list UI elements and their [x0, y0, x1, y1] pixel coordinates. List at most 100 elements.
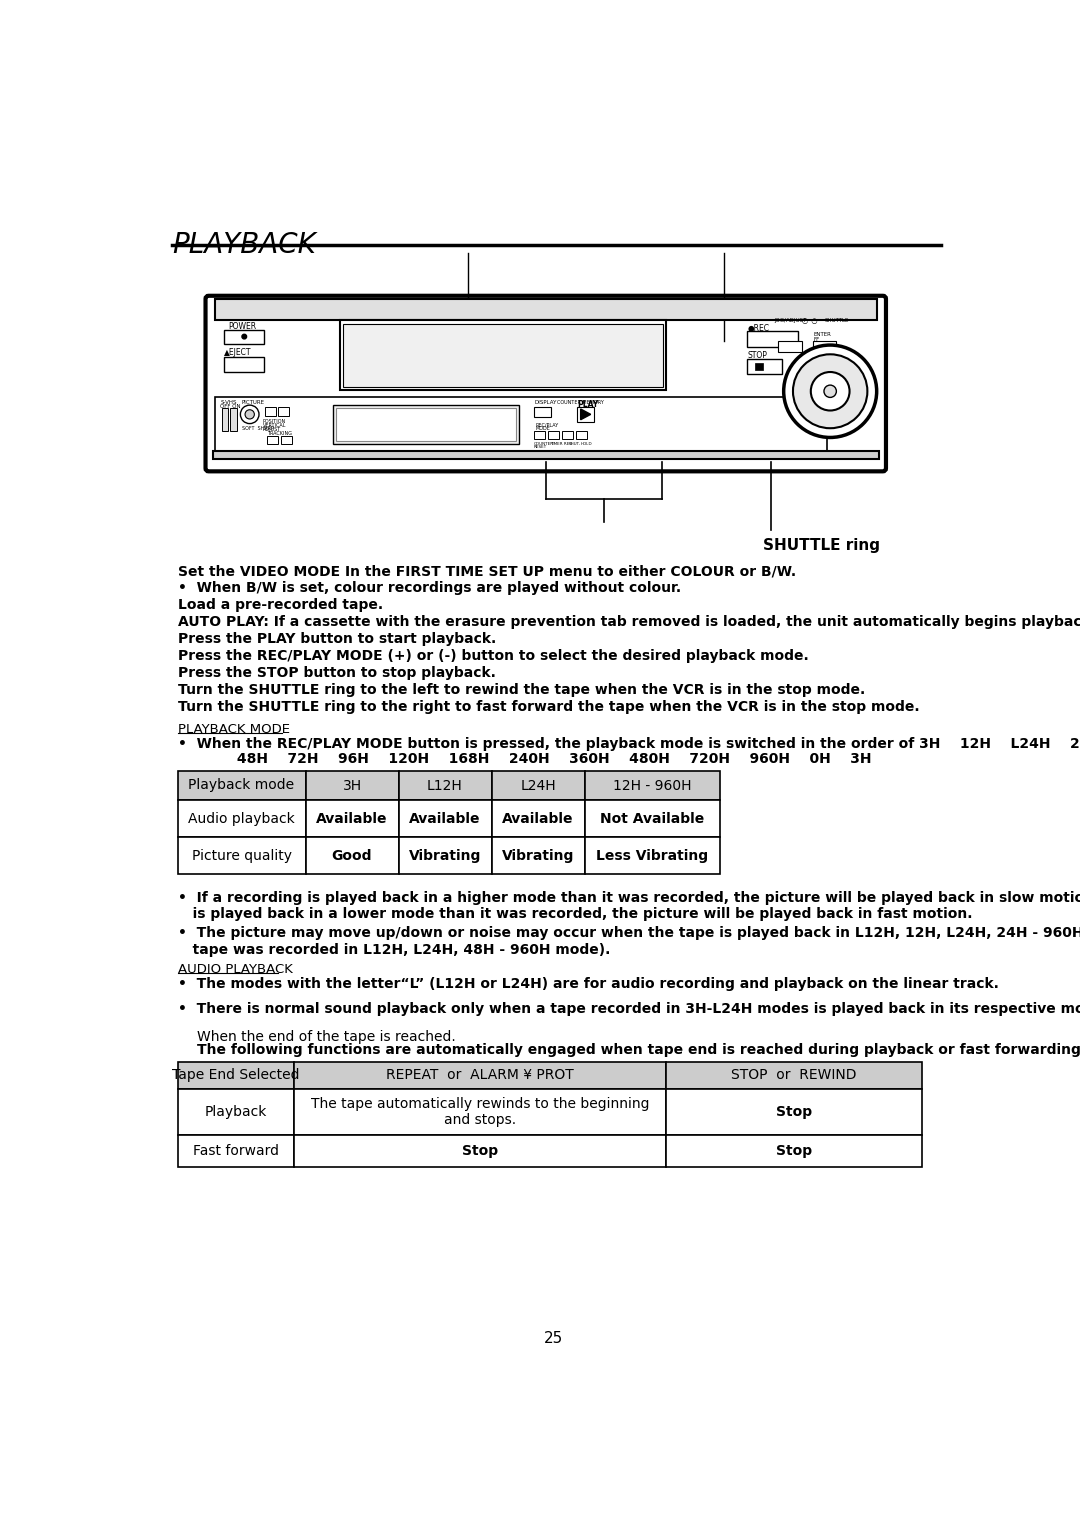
Text: S-VHS: S-VHS — [220, 400, 237, 405]
Text: Available: Available — [316, 811, 388, 825]
Bar — [281, 435, 292, 443]
Bar — [340, 321, 666, 390]
Text: Stop: Stop — [462, 1144, 498, 1158]
Text: POWER: POWER — [228, 322, 256, 332]
Circle shape — [784, 345, 877, 437]
Text: L24H: L24H — [521, 778, 556, 793]
Circle shape — [793, 354, 867, 428]
Bar — [333, 405, 518, 443]
FancyBboxPatch shape — [205, 296, 886, 471]
Text: DISPLAY: DISPLAY — [535, 400, 556, 405]
Bar — [399, 837, 491, 874]
Text: FF: FF — [813, 338, 820, 342]
Text: RESET: RESET — [535, 445, 548, 449]
Text: HOLD: HOLD — [581, 442, 592, 446]
Text: REC/PLAY: REC/PLAY — [536, 422, 559, 426]
Text: OFF ON: OFF ON — [220, 403, 241, 408]
Text: ▲EJECT: ▲EJECT — [225, 348, 252, 358]
Text: COUNTER MEMORY: COUNTER MEMORY — [557, 400, 604, 405]
Text: SOFT  SHARP: SOFT SHARP — [242, 426, 274, 431]
Bar — [177, 1062, 294, 1089]
Bar — [535, 431, 545, 439]
Text: 12H - 960H: 12H - 960H — [613, 778, 691, 793]
Text: ENTER: ENTER — [813, 332, 831, 338]
Bar — [177, 837, 306, 874]
Text: Good: Good — [332, 848, 373, 863]
Text: ADJUST: ADJUST — [262, 426, 281, 432]
Text: •  When the REC/PLAY MODE button is pressed, the playback mode is switched in th: • When the REC/PLAY MODE button is press… — [177, 736, 1080, 750]
Polygon shape — [581, 410, 591, 420]
Bar — [266, 406, 276, 416]
Text: AUDIO PLAYBACK: AUDIO PLAYBACK — [177, 963, 293, 976]
Text: L12H: L12H — [427, 778, 463, 793]
Bar — [491, 801, 584, 837]
Bar — [221, 408, 228, 431]
Text: Tape End Selected: Tape End Selected — [172, 1068, 299, 1082]
Bar — [491, 770, 584, 801]
Text: SHUT-: SHUT- — [569, 442, 581, 446]
Text: Stop: Stop — [775, 1105, 812, 1118]
Bar — [747, 359, 782, 374]
Text: STOP  or  REWIND: STOP or REWIND — [731, 1068, 856, 1082]
Text: -: - — [282, 408, 284, 417]
Text: Audio playback: Audio playback — [188, 811, 295, 825]
Text: •  If a recording is played back in a higher mode than it was recorded, the pict: • If a recording is played back in a hig… — [177, 891, 1080, 921]
Text: When the end of the tape is reached.: When the end of the tape is reached. — [197, 1030, 456, 1044]
Text: JOG/ADJUST: JOG/ADJUST — [774, 318, 807, 322]
Circle shape — [242, 335, 246, 339]
Bar — [399, 770, 491, 801]
Text: ●REC: ●REC — [747, 324, 769, 333]
Text: PLAY: PLAY — [577, 400, 598, 408]
Bar — [666, 1062, 921, 1089]
Bar — [548, 431, 559, 439]
Bar — [306, 837, 399, 874]
Text: •  The modes with the letter“L” (L12H or L24H) are for audio recording and playb: • The modes with the letter“L” (L12H or … — [177, 978, 999, 992]
Bar — [584, 801, 720, 837]
Bar — [177, 1089, 294, 1135]
Text: Less Vibrating: Less Vibrating — [596, 848, 708, 863]
Text: Playback: Playback — [204, 1105, 267, 1118]
Text: ○─○: ○─○ — [801, 318, 818, 324]
Text: PLAYBACK: PLAYBACK — [172, 231, 316, 260]
Text: •  The picture may move up/down or noise may occur when the tape is played back : • The picture may move up/down or noise … — [177, 926, 1080, 957]
Bar — [666, 1135, 921, 1167]
Text: •  When B/W is set, colour recordings are played without colour.: • When B/W is set, colour recordings are… — [177, 582, 680, 596]
Text: ►►: ►► — [814, 342, 825, 348]
Text: The following functions are automatically engaged when tape end is reached durin: The following functions are automaticall… — [197, 1044, 1080, 1057]
Bar — [399, 801, 491, 837]
Text: PICTURE: PICTURE — [242, 400, 265, 405]
Circle shape — [241, 405, 259, 423]
Text: SHUTTLE ring: SHUTTLE ring — [762, 538, 880, 553]
Bar — [225, 356, 265, 371]
Text: COUNTER: COUNTER — [535, 442, 554, 446]
Bar — [230, 408, 237, 431]
Bar — [336, 408, 515, 440]
Text: PLAYBACK MODE: PLAYBACK MODE — [177, 723, 289, 736]
Circle shape — [811, 371, 850, 411]
Text: •  There is normal sound playback only when a tape recorded in 3H-L24H modes is : • There is normal sound playback only wh… — [177, 1002, 1080, 1016]
Bar — [577, 406, 594, 422]
Text: TRACKING: TRACKING — [267, 431, 292, 437]
Bar — [215, 299, 877, 321]
Bar — [343, 324, 663, 387]
Text: ◄◄: ◄◄ — [780, 342, 791, 348]
Text: POSITION: POSITION — [262, 419, 286, 423]
Bar — [213, 451, 879, 458]
Bar — [225, 330, 265, 344]
Text: Load a pre-recorded tape.: Load a pre-recorded tape. — [177, 599, 382, 613]
Text: SHUTTLE: SHUTTLE — [825, 318, 849, 322]
Text: Fast forward: Fast forward — [192, 1144, 279, 1158]
Bar — [584, 770, 720, 801]
Bar — [666, 1089, 921, 1135]
Text: Picture quality: Picture quality — [191, 848, 292, 863]
Bar — [177, 1135, 294, 1167]
Text: Not Available: Not Available — [600, 811, 704, 825]
Text: Playback mode: Playback mode — [189, 778, 295, 793]
Text: CLEAR: CLEAR — [779, 332, 796, 338]
Text: MODE: MODE — [536, 426, 551, 431]
Bar — [177, 770, 306, 801]
Text: TIMER REC: TIMER REC — [550, 442, 572, 446]
Text: Set the VIDEO MODE In the FIRST TIME SET UP menu to either COLOUR or B/W.: Set the VIDEO MODE In the FIRST TIME SET… — [177, 564, 796, 579]
Bar — [584, 837, 720, 874]
Bar — [294, 1062, 666, 1089]
